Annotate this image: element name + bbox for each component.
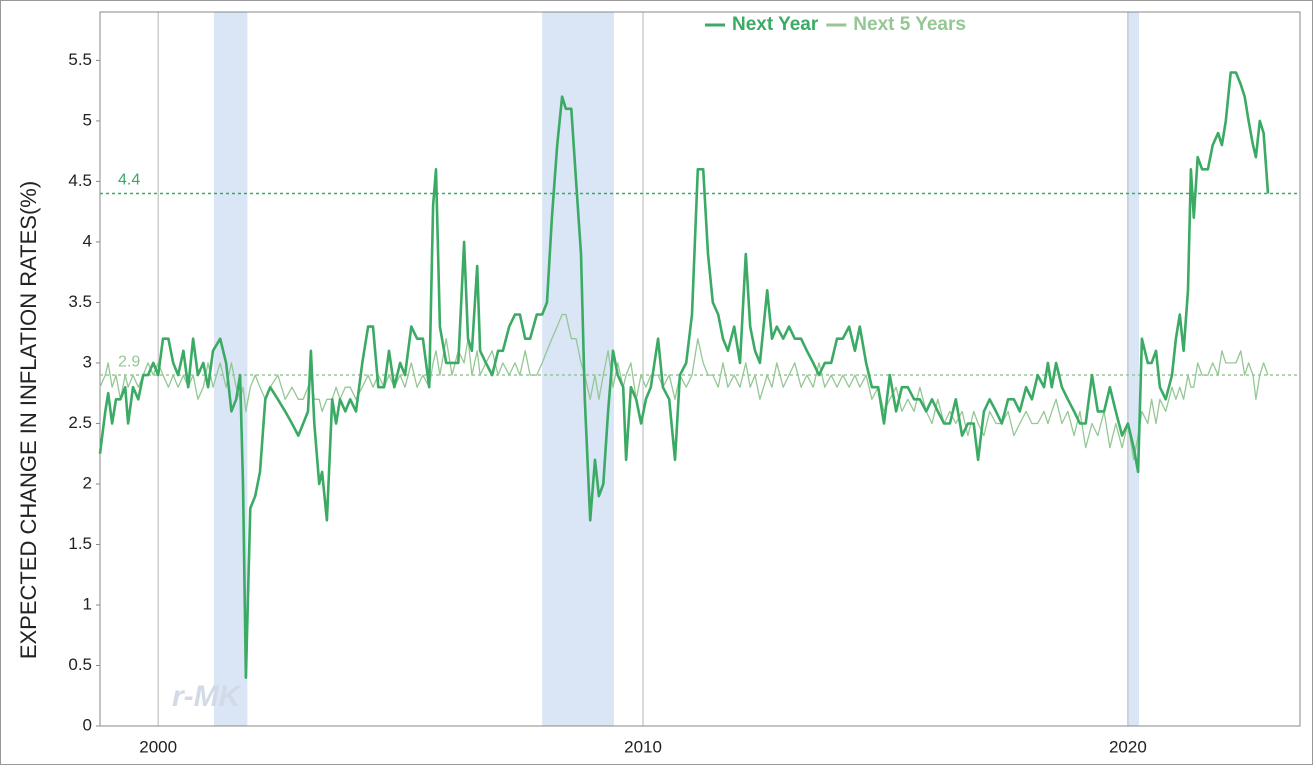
- shaded-range: [1127, 12, 1140, 726]
- y-tick-label: 1: [83, 594, 92, 613]
- reference-label: 2.9: [118, 353, 140, 370]
- x-tick-label: 2020: [1109, 737, 1147, 756]
- watermark: r-MK: [172, 680, 243, 713]
- y-tick-label: 5: [83, 110, 92, 129]
- y-tick-label: 1.5: [68, 534, 92, 553]
- y-tick-label: 2.5: [68, 413, 92, 432]
- plot-border: [99, 11, 1301, 727]
- legend-label: Next 5 Years: [853, 14, 966, 35]
- shaded-range: [542, 12, 614, 726]
- y-axis-label: EXPECTED CHANGE IN INFLATION RATES(%): [16, 181, 41, 659]
- y-tick-label: 0.5: [68, 655, 92, 674]
- y-tick-label: 4.5: [68, 171, 92, 190]
- y-tick-label: 0: [83, 715, 92, 734]
- series-line: [98, 71, 1270, 679]
- x-tick-label: 2010: [624, 737, 662, 756]
- legend-label: Next Year: [732, 14, 819, 35]
- y-tick-label: 2: [83, 473, 92, 492]
- x-tick-label: 2000: [139, 737, 177, 756]
- reference-label: 4.4: [118, 172, 140, 189]
- y-tick-label: 3: [83, 352, 92, 371]
- y-tick-label: 4: [83, 231, 92, 250]
- y-tick-label: 3.5: [68, 292, 92, 311]
- y-tick-label: 5.5: [68, 50, 92, 69]
